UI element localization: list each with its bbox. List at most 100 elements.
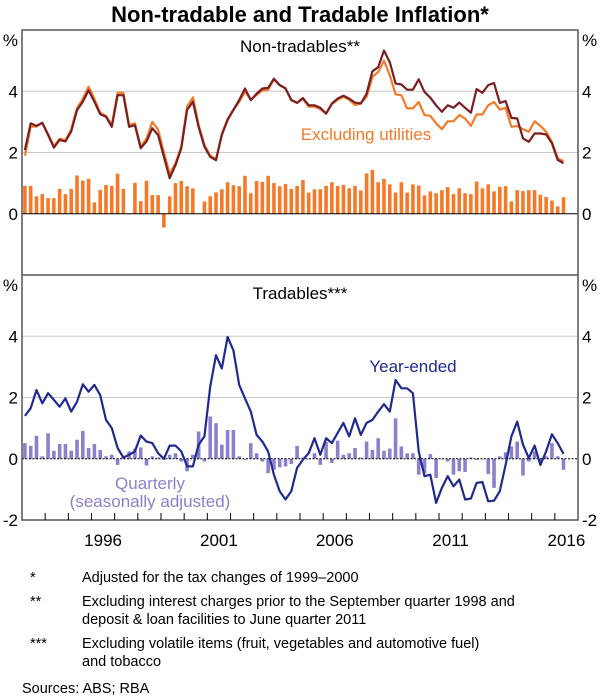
quarterly-bar [555, 456, 560, 459]
footnote-3-text-line2: and tobacco [82, 654, 161, 670]
quarterly-bar [347, 188, 352, 214]
quarterly-bar [173, 183, 178, 214]
quarterly-bar [335, 440, 340, 459]
quarterly-bar [243, 458, 247, 460]
quarterly-bar [272, 183, 276, 214]
quarterly-bar [57, 444, 62, 459]
quarterly-bar [202, 201, 207, 214]
quarterly-bar [503, 186, 508, 214]
quarterly-bar [324, 185, 328, 214]
tradables-panel: -2 -2 0 0 2 2 4 4%% [3, 276, 597, 530]
quarterly-bar [277, 458, 282, 468]
quarterly-bar [86, 178, 91, 214]
quarterly-bar [248, 193, 253, 214]
quarterly-bar [92, 202, 97, 214]
y-unit-left: % [3, 276, 18, 295]
quarterly-bar [98, 189, 102, 214]
quarterly-bar [538, 458, 543, 464]
quarterly-bar [220, 444, 224, 459]
quarterly-bar [277, 186, 282, 214]
quarterly-bar [63, 194, 68, 214]
footnote-3-mark: *** [30, 636, 47, 652]
quarterly-bar [463, 193, 467, 214]
quarterly-bar [370, 449, 375, 459]
quarterly-bar [503, 452, 508, 459]
quarterly-bar [52, 450, 56, 459]
quarterly-bar [561, 458, 566, 470]
quarterly-bar [469, 194, 473, 214]
quarterly-bar [254, 180, 259, 214]
quarterly-bar [474, 458, 479, 460]
quarterly-bar [341, 454, 346, 459]
y-tick-label-right: 0 [582, 450, 591, 469]
quarterly-bar [353, 185, 357, 214]
quarterly-bar [428, 454, 433, 459]
quarterly-bar [208, 196, 213, 214]
y-tick-label-left: 4 [9, 82, 18, 101]
quarterly-bar [167, 196, 172, 214]
quarterly-bar [237, 186, 241, 214]
quarterly-bar [144, 458, 149, 466]
quarterly-bar [109, 185, 114, 214]
quarterly-bar [312, 189, 317, 214]
footnote-1-mark: * [30, 570, 36, 586]
quarterly-bar [173, 453, 178, 459]
quarterly-bar [23, 443, 27, 459]
quarterly-bar [167, 454, 172, 459]
quarterly-bar [260, 458, 265, 462]
quarterly-bar [266, 458, 270, 474]
quarterly-bar [133, 182, 137, 214]
quarterly-bar [457, 458, 462, 472]
y-tick-label-right: 2 [582, 389, 591, 408]
quarterly-bar [526, 458, 531, 462]
quarterly-bar [208, 416, 213, 459]
footnote-3-text-line1: Excluding volatile items (fruit, vegetab… [82, 636, 479, 652]
quarterly-bar [318, 458, 323, 465]
year-ended-line [24, 335, 565, 504]
quarterly-bar [411, 453, 415, 459]
chart-title: Non-tradable and Tradable Inflation* [111, 2, 489, 27]
quarterly-bar [457, 188, 462, 214]
quarterly-bar [515, 441, 519, 459]
quarterly-bar [387, 184, 392, 214]
quarterly-bar [69, 188, 74, 214]
quarterly-bar [81, 430, 85, 459]
quarterly-bar [370, 169, 375, 214]
quarterly-bar [544, 456, 548, 459]
quarterly-bar [75, 439, 79, 459]
footnote-2-mark: ** [30, 594, 42, 610]
panel-title-tradables: Tradables*** [253, 284, 348, 303]
quarterly-bar [40, 194, 45, 214]
quarterly-bar [306, 192, 311, 214]
quarterly-bar [411, 184, 415, 214]
footnote-1-text: Adjusted for the tax changes of 1999–200… [82, 570, 359, 586]
quarterly-bar [283, 458, 288, 467]
quarterly-bar [115, 458, 120, 465]
quarterly-bar [347, 453, 352, 459]
quarterly-bar [550, 200, 554, 214]
quarterly-bar [63, 444, 68, 459]
quarterly-bar [23, 185, 27, 214]
quarterly-bar [555, 206, 560, 214]
quarterly-bar [86, 448, 91, 459]
quarterly-bar [393, 418, 398, 459]
quarterly-bar [353, 448, 357, 459]
quarterly-bar [225, 429, 230, 459]
quarterly-bar [220, 189, 224, 214]
quarterly-bar [179, 458, 184, 462]
sources: Sources: ABS; RBA [22, 681, 150, 697]
quarterly-bar [162, 213, 166, 228]
quarterly-bar [40, 456, 45, 459]
quarterly-bar [214, 192, 218, 214]
x-axis: 1996 2001 2006 2011 2016 [44, 513, 585, 550]
quarterly-bar [364, 441, 369, 459]
quarterly-bar [312, 453, 317, 459]
quarterly-bar [191, 188, 195, 214]
quarterly-bar [382, 178, 386, 214]
quarterly-bar [28, 445, 33, 459]
quarterly-bar [492, 191, 496, 214]
quarterly-bar [318, 189, 323, 214]
quarterly-bar [104, 456, 108, 459]
quarterly-bar [521, 458, 525, 476]
quarterly-bar [248, 443, 253, 459]
